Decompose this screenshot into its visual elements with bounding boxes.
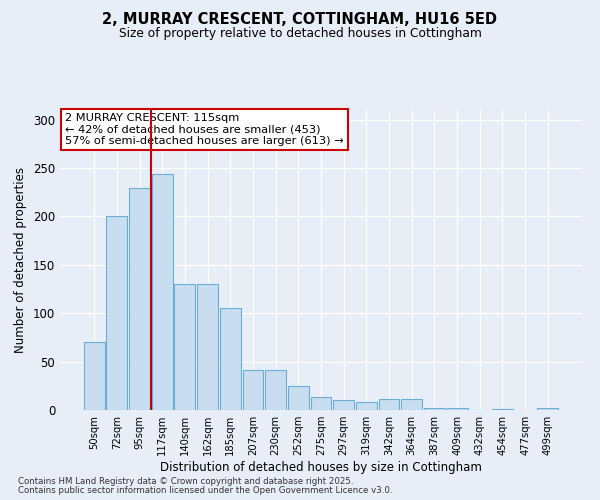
Bar — [197, 284, 218, 410]
Text: 2 MURRAY CRESCENT: 115sqm
← 42% of detached houses are smaller (453)
57% of semi: 2 MURRAY CRESCENT: 115sqm ← 42% of detac… — [65, 113, 344, 146]
Bar — [106, 216, 127, 410]
Text: Size of property relative to detached houses in Cottingham: Size of property relative to detached ho… — [119, 28, 481, 40]
Bar — [356, 402, 377, 410]
Bar — [288, 386, 309, 410]
Bar — [311, 398, 331, 410]
Bar — [333, 400, 354, 410]
Bar — [84, 342, 104, 410]
Bar — [538, 408, 558, 410]
Bar — [152, 174, 173, 410]
Bar — [242, 370, 263, 410]
Bar — [401, 400, 422, 410]
Bar — [129, 188, 150, 410]
Bar — [175, 284, 196, 410]
Bar — [446, 408, 467, 410]
Bar — [220, 308, 241, 410]
Bar — [379, 400, 400, 410]
Text: 2, MURRAY CRESCENT, COTTINGHAM, HU16 5ED: 2, MURRAY CRESCENT, COTTINGHAM, HU16 5ED — [103, 12, 497, 28]
Text: Contains public sector information licensed under the Open Government Licence v3: Contains public sector information licen… — [18, 486, 392, 495]
Y-axis label: Number of detached properties: Number of detached properties — [14, 167, 28, 353]
Text: Contains HM Land Registry data © Crown copyright and database right 2025.: Contains HM Land Registry data © Crown c… — [18, 477, 353, 486]
X-axis label: Distribution of detached houses by size in Cottingham: Distribution of detached houses by size … — [160, 461, 482, 474]
Bar — [424, 408, 445, 410]
Bar — [265, 370, 286, 410]
Bar — [492, 409, 513, 410]
